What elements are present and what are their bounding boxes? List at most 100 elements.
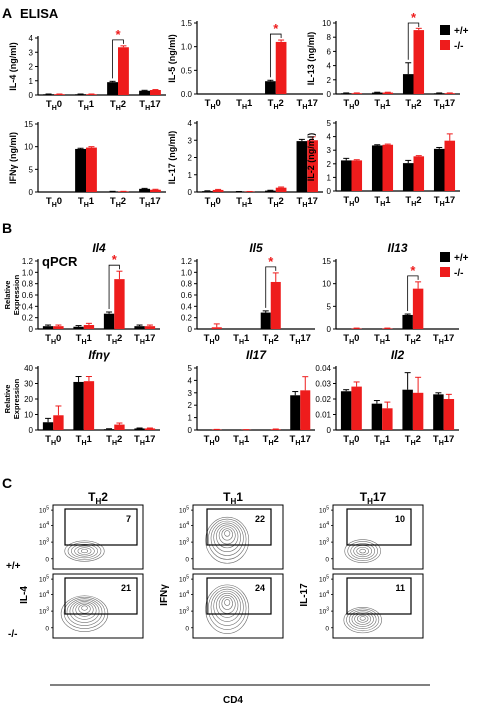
bar-ko (444, 140, 456, 191)
bar-ko (211, 327, 222, 329)
y-tick-label: 3 (188, 389, 193, 398)
category-label: TH2 (110, 99, 126, 112)
flow-tick-label: 105 (319, 506, 329, 515)
flow-tick-label: 103 (179, 607, 189, 616)
section-a-letter: A (2, 5, 12, 21)
legend-label-ko: -/- (454, 41, 463, 52)
legend-swatch-ko (440, 267, 450, 277)
category-label: TH1 (374, 98, 391, 111)
flow-tick-label: 0 (325, 556, 329, 563)
y-tick-label: 0.2 (22, 314, 34, 323)
bar-wt (402, 314, 413, 329)
contour-line (208, 518, 247, 560)
bar-ko (382, 144, 394, 191)
y-tick-label: 5 (29, 165, 34, 174)
bar-ko (150, 189, 161, 192)
bar-wt (433, 394, 444, 430)
y-tick-label: 0 (29, 188, 34, 197)
gene-title: Il5 (249, 241, 263, 255)
bar-wt (42, 326, 54, 329)
bar-wt (73, 326, 84, 329)
y-tick-label: 4 (327, 133, 332, 142)
category-label: TH0 (343, 434, 359, 447)
contour-line (63, 596, 106, 629)
bar-wt (371, 145, 383, 191)
bar-ko (53, 415, 64, 430)
category-label: TH1 (374, 333, 391, 346)
category-label: TH2 (405, 434, 421, 447)
flow-tick-label: 0 (185, 556, 189, 563)
bar-ko (86, 147, 97, 192)
y-tick-label: 30 (24, 380, 33, 389)
category-label: TH0 (343, 333, 359, 346)
category-label: TH2 (263, 434, 279, 447)
significance-star: * (411, 10, 417, 25)
flow-column-title: TH17 (360, 490, 387, 506)
contour-line (205, 584, 250, 634)
gate-percentage: 10 (395, 514, 405, 524)
significance-bracket (112, 39, 124, 79)
section-b-letter: B (2, 220, 12, 236)
y-tick-label: 0 (188, 325, 193, 334)
y-tick-label: 8 (327, 33, 332, 42)
y-tick-label: 4 (188, 119, 193, 128)
y-tick-label: 0.01 (315, 411, 331, 420)
legend-swatch-wt (440, 252, 450, 262)
gene-title: Il17 (246, 348, 267, 362)
category-label: TH2 (106, 333, 122, 346)
flow-tick-label: 0 (185, 625, 189, 632)
y-tick-label: 5 (188, 364, 193, 373)
category-label: TH0 (45, 333, 61, 346)
gene-title: Il13 (387, 241, 407, 255)
contour-line (208, 586, 247, 630)
y-tick-label: 10 (322, 19, 331, 28)
gate-percentage: 24 (255, 583, 265, 593)
bar-wt (103, 429, 115, 430)
bar-ko (351, 93, 363, 94)
bar-chart: 0.0 0.5 1.0 1.5 IL-5 (ng/ml) * TH0 TH1 TH2 TH17 (167, 19, 323, 111)
y-tick-label: 0 (327, 187, 332, 196)
y-tick-label: 1.0 (181, 43, 193, 52)
y-tick-label: 15 (24, 120, 33, 129)
legend-swatch-ko (440, 40, 450, 50)
y-tick-label: 0 (327, 426, 332, 435)
contour-line (213, 522, 241, 553)
y-tick-label: 1.0 (181, 268, 193, 277)
category-label: TH17 (297, 98, 318, 111)
bar-ko (83, 325, 95, 329)
y-tick-label: 1 (188, 414, 193, 423)
category-label: TH1 (236, 98, 253, 111)
flow-plot: 105 104 103 0 10 (319, 504, 424, 570)
bar-chart: 0 1 2 3 4 5 Il17 TH0 TH1 TH2 TH17 (188, 348, 315, 447)
y-tick-label: 4 (327, 62, 332, 71)
contour-line (218, 526, 236, 545)
bar-wt (296, 141, 308, 192)
gate-box (206, 508, 272, 546)
flow-xlabel: CD4 (223, 695, 243, 706)
category-label: TH17 (139, 196, 160, 209)
flow-tick-label: 105 (39, 506, 49, 515)
contour-line (71, 543, 99, 559)
y-tick-label: 0.5 (181, 66, 193, 75)
category-label: TH17 (134, 333, 155, 346)
bar-chart: 0 5 10 15 Il13* TH0 TH1 TH2 TH17 (322, 241, 459, 346)
y-tick-label: 0 (29, 325, 34, 334)
category-label: TH2 (110, 196, 126, 209)
bar-ko (413, 156, 425, 191)
bar-wt (402, 74, 414, 94)
category-label: TH1 (233, 434, 250, 447)
bar-chart: 0 0.2 0.4 0.6 0.8 1.0 1.2 Il5 * TH0 TH1 TH2 TH17 (181, 241, 315, 346)
flow-plot: 105 104 103 0 7 (39, 504, 144, 570)
contour-line (351, 611, 374, 627)
y-tick-label: 10 (322, 280, 331, 289)
contour-line (356, 546, 370, 556)
bar-wt (42, 422, 54, 430)
contour-line (346, 608, 380, 632)
flow-column-title: TH2 (88, 490, 108, 506)
y-axis-label: IL-17 (ng/ml) (167, 131, 177, 185)
category-label: TH17 (134, 434, 155, 447)
bar-wt (107, 82, 118, 95)
bar-chart-panels: 0 1 2 3 4 IL-4 (ng/ml) * TH0 TH1 TH2 TH17 0.0 0.5 1.0… (3, 10, 460, 447)
section-a-title: ELISA (20, 6, 59, 21)
y-tick-label: 0 (29, 91, 34, 100)
